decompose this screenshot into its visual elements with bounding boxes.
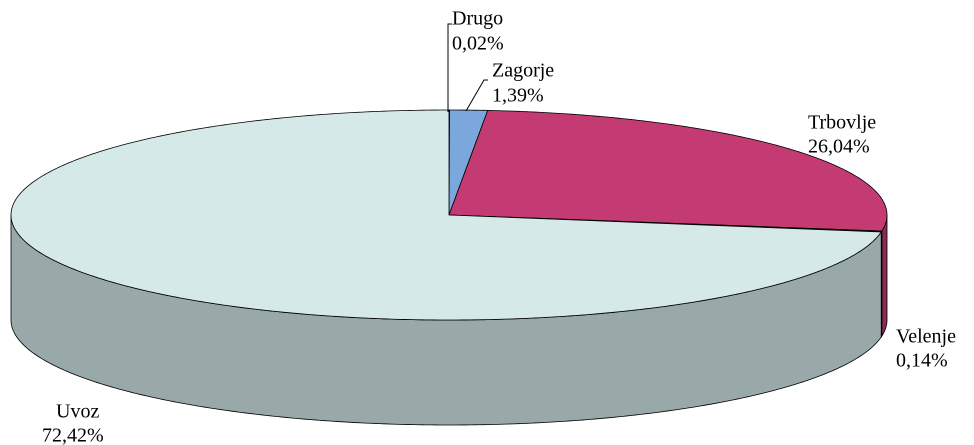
slice-value-label: 72,42% [42, 425, 104, 445]
pie-side [881, 214, 888, 338]
slice-label: Velenje [896, 326, 956, 348]
leader-line [447, 23, 452, 112]
slice-label: Uvoz [56, 401, 99, 423]
slice-value-label: 1,39% [492, 85, 544, 107]
pie-slice [10, 109, 882, 321]
slice-value-label: 0,14% [896, 350, 948, 372]
slice-label: Zagorje [492, 60, 554, 82]
slice-label: Trbovlje [808, 112, 876, 134]
leader-line [465, 79, 488, 112]
slice-label: Drugo [452, 8, 503, 30]
slice-value-label: 26,04% [808, 136, 870, 158]
pie-slice [448, 110, 888, 232]
slice-value-label: 0,02% [452, 33, 504, 55]
